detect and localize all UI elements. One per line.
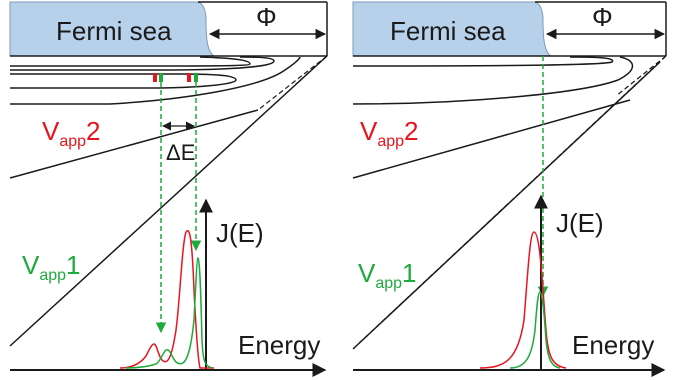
barrier-curve-1 <box>10 56 251 67</box>
current-axis-label: J(E) <box>216 218 264 248</box>
current-axis-label-right: J(E) <box>556 208 604 238</box>
delta-e-label: ΔE <box>166 140 195 165</box>
dashed-potential-right-1 <box>615 55 667 97</box>
fermi-sea-label-right: Fermi sea <box>390 16 506 46</box>
fermi-sea-region <box>9 1 216 57</box>
energy-axis-label: Energy <box>238 330 320 360</box>
barrier-curve-2 <box>10 56 275 71</box>
work-function-label: Φ <box>256 2 277 32</box>
energy-axis-label-right: Energy <box>572 330 654 360</box>
work-function-label-right: Φ <box>592 2 613 32</box>
barrier-curve-4 <box>10 56 301 105</box>
vapp1-slope-line-right <box>352 61 661 350</box>
left-panel: Fermi sea Φ ΔE Vapp2 <box>9 1 328 377</box>
barrier-curve-right-1 <box>352 56 614 67</box>
right-panel: Fermi sea Φ Vapp2 Vapp1 J(E) Energy <box>352 1 667 377</box>
resonance-marker-red-2 <box>187 73 191 82</box>
resonance-marker-green-1 <box>159 73 163 82</box>
dashed-potential-1 <box>257 55 328 111</box>
spectrum-vapp2 <box>119 230 214 369</box>
spectrum-vapp2-right <box>479 231 567 369</box>
fermi-sea-region-right <box>352 1 553 57</box>
spectrum-vapp1 <box>125 257 213 369</box>
barrier-curve-3 <box>10 73 237 89</box>
resonance-marker-green-2 <box>194 73 198 82</box>
spectrum-vapp1-right <box>509 291 561 369</box>
vapp1-label: Vapp1 <box>22 250 81 284</box>
vapp2-slope-line-right <box>352 99 631 179</box>
barrier-curve-right-2 <box>352 56 634 105</box>
vapp2-label-right: Vapp2 <box>360 116 419 150</box>
fermi-sea-label: Fermi sea <box>56 16 172 46</box>
vapp2-slope-line <box>9 109 259 179</box>
vapp1-slope-line <box>9 55 328 347</box>
vapp2-label: Vapp2 <box>42 116 101 150</box>
vapp1-label-right: Vapp1 <box>358 258 417 292</box>
resonance-marker-red-1 <box>153 73 157 82</box>
